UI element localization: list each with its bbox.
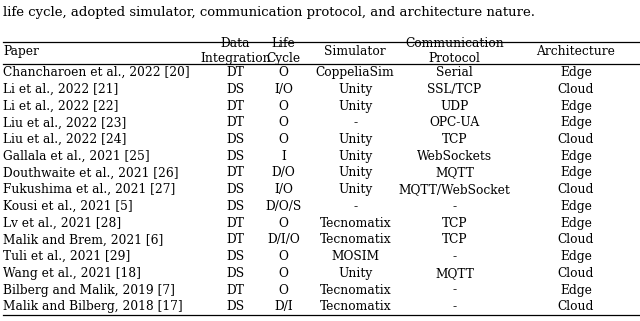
Text: O: O <box>278 100 289 113</box>
Text: DS: DS <box>227 267 244 280</box>
Text: O: O <box>278 116 289 129</box>
Text: DT: DT <box>227 284 244 297</box>
Text: Liu et al., 2022 [23]: Liu et al., 2022 [23] <box>3 116 127 129</box>
Text: OPC-UA: OPC-UA <box>429 116 479 129</box>
Text: I: I <box>281 150 286 163</box>
Text: DT: DT <box>227 116 244 129</box>
Text: O: O <box>278 284 289 297</box>
Text: MQTT/WebSocket: MQTT/WebSocket <box>399 183 510 196</box>
Text: Serial: Serial <box>436 66 473 79</box>
Text: MQTT: MQTT <box>435 267 474 280</box>
Text: O: O <box>278 66 289 79</box>
Text: Paper: Paper <box>3 45 39 58</box>
Text: Unity: Unity <box>338 83 372 96</box>
Text: -: - <box>452 200 456 213</box>
Text: Unity: Unity <box>338 133 372 146</box>
Text: Simulator: Simulator <box>324 45 386 58</box>
Text: Unity: Unity <box>338 167 372 179</box>
Text: Edge: Edge <box>560 250 592 263</box>
Text: DS: DS <box>227 200 244 213</box>
Text: Unity: Unity <box>338 100 372 113</box>
Text: Liu et al., 2022 [24]: Liu et al., 2022 [24] <box>3 133 127 146</box>
Text: Edge: Edge <box>560 284 592 297</box>
Text: Malik and Bilberg, 2018 [17]: Malik and Bilberg, 2018 [17] <box>3 300 183 313</box>
Text: Cloud: Cloud <box>558 83 594 96</box>
Text: Chancharoen et al., 2022 [20]: Chancharoen et al., 2022 [20] <box>3 66 190 79</box>
Text: D/O/S: D/O/S <box>266 200 301 213</box>
Text: DT: DT <box>227 66 244 79</box>
Text: Tecnomatix: Tecnomatix <box>319 233 391 247</box>
Text: DT: DT <box>227 100 244 113</box>
Text: -: - <box>452 300 456 313</box>
Text: I/O: I/O <box>274 183 293 196</box>
Text: SSL/TCP: SSL/TCP <box>428 83 481 96</box>
Text: DS: DS <box>227 250 244 263</box>
Text: Bilberg and Malik, 2019 [7]: Bilberg and Malik, 2019 [7] <box>3 284 175 297</box>
Text: DS: DS <box>227 133 244 146</box>
Text: Tecnomatix: Tecnomatix <box>319 217 391 230</box>
Text: -: - <box>452 284 456 297</box>
Text: D/I/O: D/I/O <box>267 233 300 247</box>
Text: MOSIM: MOSIM <box>331 250 380 263</box>
Text: Edge: Edge <box>560 200 592 213</box>
Text: life cycle, adopted simulator, communication protocol, and architecture nature.: life cycle, adopted simulator, communica… <box>3 6 535 19</box>
Text: CoppeliaSim: CoppeliaSim <box>316 66 395 79</box>
Text: O: O <box>278 267 289 280</box>
Text: UDP: UDP <box>440 100 468 113</box>
Text: TCP: TCP <box>442 217 467 230</box>
Text: -: - <box>353 116 357 129</box>
Text: TCP: TCP <box>442 233 467 247</box>
Text: Tuli et al., 2021 [29]: Tuli et al., 2021 [29] <box>3 250 131 263</box>
Text: TCP: TCP <box>442 133 467 146</box>
Text: Architecture: Architecture <box>536 45 616 58</box>
Text: Edge: Edge <box>560 116 592 129</box>
Text: Edge: Edge <box>560 167 592 179</box>
Text: Cloud: Cloud <box>558 133 594 146</box>
Text: Gallala et al., 2021 [25]: Gallala et al., 2021 [25] <box>3 150 150 163</box>
Text: MQTT: MQTT <box>435 167 474 179</box>
Text: DS: DS <box>227 83 244 96</box>
Text: I/O: I/O <box>274 83 293 96</box>
Text: Malik and Brem, 2021 [6]: Malik and Brem, 2021 [6] <box>3 233 163 247</box>
Text: -: - <box>353 200 357 213</box>
Text: Li et al., 2022 [22]: Li et al., 2022 [22] <box>3 100 118 113</box>
Text: Edge: Edge <box>560 66 592 79</box>
Text: Communication
Protocol: Communication Protocol <box>405 37 504 65</box>
Text: Data
Integration: Data Integration <box>200 37 271 65</box>
Text: Lv et al., 2021 [28]: Lv et al., 2021 [28] <box>3 217 122 230</box>
Text: Tecnomatix: Tecnomatix <box>319 300 391 313</box>
Text: WebSockets: WebSockets <box>417 150 492 163</box>
Text: O: O <box>278 133 289 146</box>
Text: Edge: Edge <box>560 150 592 163</box>
Text: Cloud: Cloud <box>558 183 594 196</box>
Text: DS: DS <box>227 150 244 163</box>
Text: Unity: Unity <box>338 150 372 163</box>
Text: O: O <box>278 217 289 230</box>
Text: Fukushima et al., 2021 [27]: Fukushima et al., 2021 [27] <box>3 183 175 196</box>
Text: Tecnomatix: Tecnomatix <box>319 284 391 297</box>
Text: Kousi et al., 2021 [5]: Kousi et al., 2021 [5] <box>3 200 133 213</box>
Text: O: O <box>278 250 289 263</box>
Text: Life
Cycle: Life Cycle <box>266 37 301 65</box>
Text: Li et al., 2022 [21]: Li et al., 2022 [21] <box>3 83 118 96</box>
Text: D/O: D/O <box>271 167 296 179</box>
Text: Wang et al., 2021 [18]: Wang et al., 2021 [18] <box>3 267 141 280</box>
Text: Unity: Unity <box>338 267 372 280</box>
Text: DS: DS <box>227 300 244 313</box>
Text: DT: DT <box>227 167 244 179</box>
Text: Unity: Unity <box>338 183 372 196</box>
Text: D/I: D/I <box>274 300 293 313</box>
Text: Douthwaite et al., 2021 [26]: Douthwaite et al., 2021 [26] <box>3 167 179 179</box>
Text: Edge: Edge <box>560 217 592 230</box>
Text: Cloud: Cloud <box>558 267 594 280</box>
Text: Edge: Edge <box>560 100 592 113</box>
Text: DT: DT <box>227 217 244 230</box>
Text: DS: DS <box>227 183 244 196</box>
Text: Cloud: Cloud <box>558 233 594 247</box>
Text: DT: DT <box>227 233 244 247</box>
Text: -: - <box>452 250 456 263</box>
Text: Cloud: Cloud <box>558 300 594 313</box>
